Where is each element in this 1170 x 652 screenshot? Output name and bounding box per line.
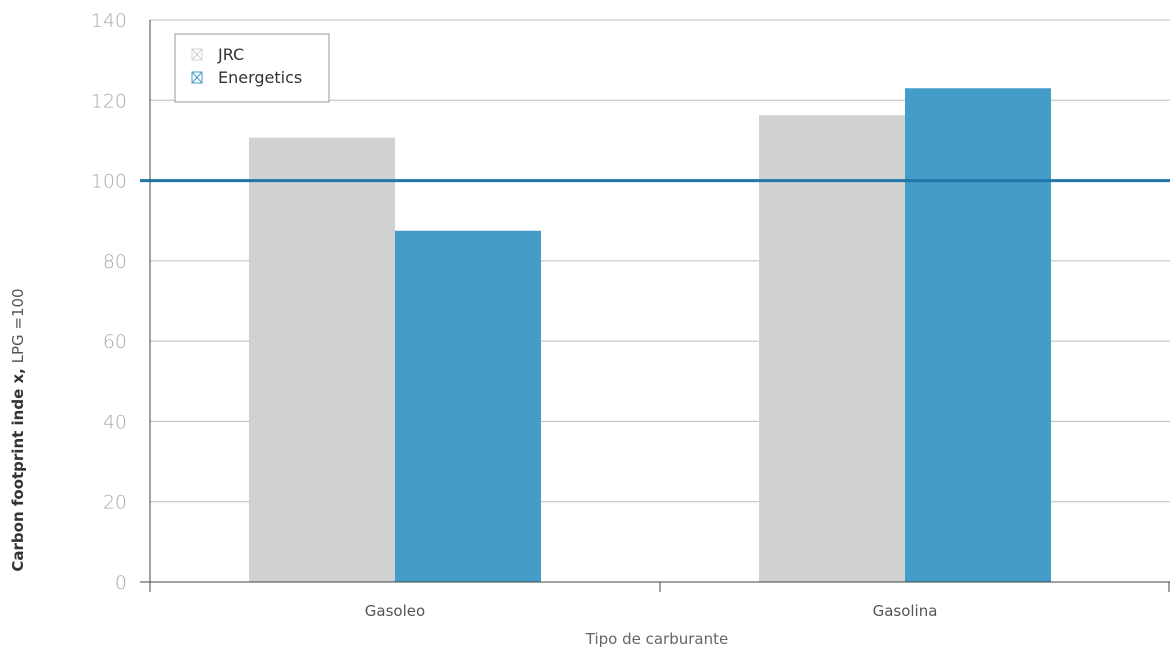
y-tick-labels: 0 20 40 60 80 100 120 140 (91, 10, 127, 594)
y-tick-label: 80 (103, 251, 127, 273)
x-category-labels: Gasoleo Gasolina (365, 602, 938, 620)
y-tick-label: 40 (103, 411, 127, 433)
bar-jrc-gasoleo (249, 137, 395, 582)
y-axis-title: Carbon footprint inde x, LPG =100 (9, 288, 27, 571)
y-tick-label: 20 (103, 492, 127, 514)
y-axis-title-unit: LPG =100 (9, 288, 27, 368)
y-axis-title-main: Carbon footprint inde x, (9, 368, 27, 571)
bar-jrc-gasolina (759, 115, 905, 582)
legend-swatch-energetics (191, 71, 203, 84)
bar-energetics-gasoleo (395, 230, 541, 582)
bars (249, 88, 1051, 582)
y-tick-label: 120 (91, 90, 127, 112)
legend-swatch-jrc (191, 48, 203, 61)
axes (140, 20, 1170, 592)
legend-label-jrc: JRC (217, 45, 244, 64)
y-tick-label: 100 (91, 171, 127, 193)
y-tick-label: 140 (91, 10, 127, 32)
y-tick-label: 60 (103, 331, 127, 353)
x-axis-title: Tipo de carburante (585, 630, 728, 648)
x-category-label: Gasoleo (365, 602, 425, 620)
legend-box (174, 33, 330, 103)
legend-swatch-cross (191, 71, 203, 84)
y-tick-label: 0 (115, 572, 127, 594)
legend-swatch-cross (191, 48, 203, 61)
legend-items: JRC Energetics (191, 45, 302, 87)
legend: JRC Energetics (174, 33, 330, 103)
bar-energetics-gasolina (905, 88, 1051, 582)
x-category-label: Gasolina (873, 602, 938, 620)
legend-label-energetics: Energetics (218, 68, 302, 87)
